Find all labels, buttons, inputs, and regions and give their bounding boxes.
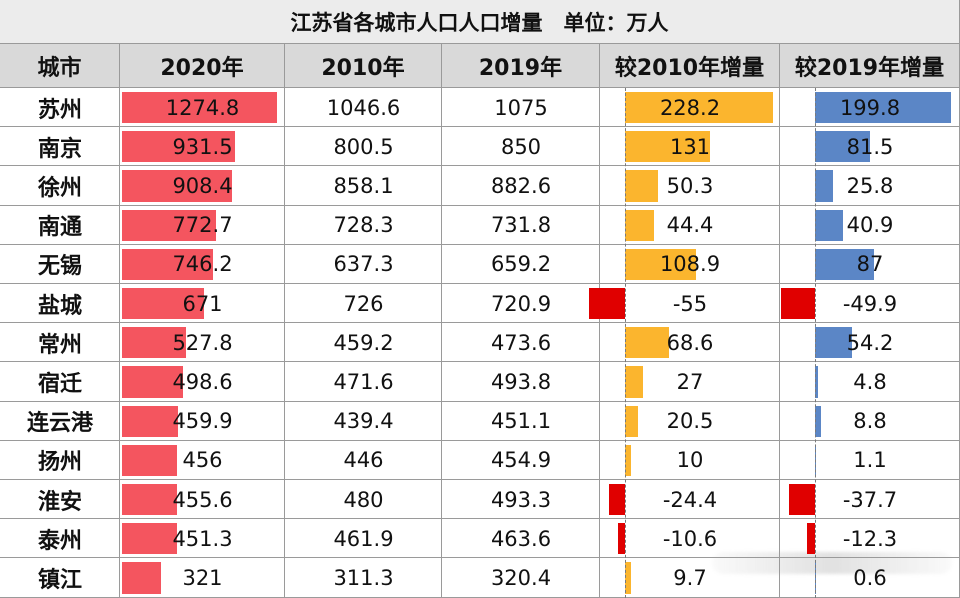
value-2020: 459.9: [120, 402, 285, 441]
value-increase-2019: -37.7: [780, 480, 960, 519]
value-2019: 451.1: [442, 402, 600, 441]
column-header-label: 较2019年增量: [780, 44, 959, 87]
value-2020: 527.8: [120, 323, 285, 362]
value-increase-2019: 4.8: [780, 362, 960, 401]
value-increase-2019: 199.8: [780, 88, 960, 127]
value-2019: 493.3: [442, 480, 600, 519]
value-2020: 321: [120, 558, 285, 597]
value-increase-2019: 87: [780, 245, 960, 284]
city-name: 无锡: [0, 245, 120, 284]
value-2019: 731.8: [442, 206, 600, 245]
column-header-label: 较2010年增量: [600, 44, 779, 87]
column-header-label: 2020年: [120, 44, 284, 87]
value-2019: 320.4: [442, 558, 600, 597]
value-2019: 1075: [442, 88, 600, 127]
city-name: 南京: [0, 127, 120, 166]
value-2010: 311.3: [285, 558, 442, 597]
value-increase-2010: 228.2: [600, 88, 780, 127]
value-2020: 451.3: [120, 519, 285, 558]
city-name: 镇江: [0, 558, 120, 597]
column-header: 2019年: [442, 44, 600, 88]
city-name: 盐城: [0, 284, 120, 323]
value-increase-2010: 50.3: [600, 166, 780, 205]
value-increase-2019: 0.6: [780, 558, 960, 597]
city-name: 常州: [0, 323, 120, 362]
city-name: 宿迁: [0, 362, 120, 401]
value-2010: 726: [285, 284, 442, 323]
value-2010: 480: [285, 480, 442, 519]
column-header-label: 城市: [0, 44, 119, 87]
value-2020: 498.6: [120, 362, 285, 401]
city-name: 苏州: [0, 88, 120, 127]
value-2010: 459.2: [285, 323, 442, 362]
value-2020: 772.7: [120, 206, 285, 245]
column-header-label: 2010年: [285, 44, 441, 87]
column-header: 较2019年增量: [780, 44, 960, 88]
table-title-cell: 江苏省各城市人口人口增量 单位：万人: [0, 0, 960, 44]
column-header: 较2010年增量: [600, 44, 780, 88]
value-2019: 720.9: [442, 284, 600, 323]
value-increase-2010: 108.9: [600, 245, 780, 284]
city-name: 徐州: [0, 166, 120, 205]
value-increase-2010: 27: [600, 362, 780, 401]
value-increase-2019: 54.2: [780, 323, 960, 362]
value-2019: 882.6: [442, 166, 600, 205]
value-2010: 471.6: [285, 362, 442, 401]
value-increase-2010: 131: [600, 127, 780, 166]
table-title: 江苏省各城市人口人口增量 单位：万人: [0, 0, 959, 43]
value-2020: 931.5: [120, 127, 285, 166]
value-increase-2010: -10.6: [600, 519, 780, 558]
value-increase-2010: 68.6: [600, 323, 780, 362]
value-increase-2019: -12.3: [780, 519, 960, 558]
value-increase-2019: 81.5: [780, 127, 960, 166]
city-name: 扬州: [0, 441, 120, 480]
value-increase-2019: -49.9: [780, 284, 960, 323]
value-increase-2019: 1.1: [780, 441, 960, 480]
value-increase-2019: 8.8: [780, 402, 960, 441]
value-2010: 858.1: [285, 166, 442, 205]
city-name: 泰州: [0, 519, 120, 558]
value-increase-2010: 20.5: [600, 402, 780, 441]
city-name: 连云港: [0, 402, 120, 441]
value-2010: 728.3: [285, 206, 442, 245]
value-increase-2019: 40.9: [780, 206, 960, 245]
value-2020: 671: [120, 284, 285, 323]
value-increase-2010: 10: [600, 441, 780, 480]
value-2020: 746.2: [120, 245, 285, 284]
value-increase-2010: -55: [600, 284, 780, 323]
value-increase-2019: 25.8: [780, 166, 960, 205]
value-2020: 1274.8: [120, 88, 285, 127]
value-2019: 473.6: [442, 323, 600, 362]
axis-increase-2019: [815, 88, 816, 598]
value-increase-2010: 44.4: [600, 206, 780, 245]
column-header: 2020年: [120, 44, 285, 88]
value-2010: 439.4: [285, 402, 442, 441]
value-2010: 446: [285, 441, 442, 480]
city-name: 南通: [0, 206, 120, 245]
value-2019: 454.9: [442, 441, 600, 480]
value-increase-2010: -24.4: [600, 480, 780, 519]
value-2020: 908.4: [120, 166, 285, 205]
city-name: 淮安: [0, 480, 120, 519]
axis-increase-2010: [625, 88, 626, 598]
column-header-label: 2019年: [442, 44, 599, 87]
value-2019: 463.6: [442, 519, 600, 558]
value-increase-2010: 9.7: [600, 558, 780, 597]
value-2010: 800.5: [285, 127, 442, 166]
value-2010: 461.9: [285, 519, 442, 558]
value-2010: 1046.6: [285, 88, 442, 127]
value-2019: 850: [442, 127, 600, 166]
value-2020: 455.6: [120, 480, 285, 519]
value-2019: 659.2: [442, 245, 600, 284]
value-2010: 637.3: [285, 245, 442, 284]
value-2019: 493.8: [442, 362, 600, 401]
value-2020: 456: [120, 441, 285, 480]
column-header: 城市: [0, 44, 120, 88]
column-header: 2010年: [285, 44, 442, 88]
